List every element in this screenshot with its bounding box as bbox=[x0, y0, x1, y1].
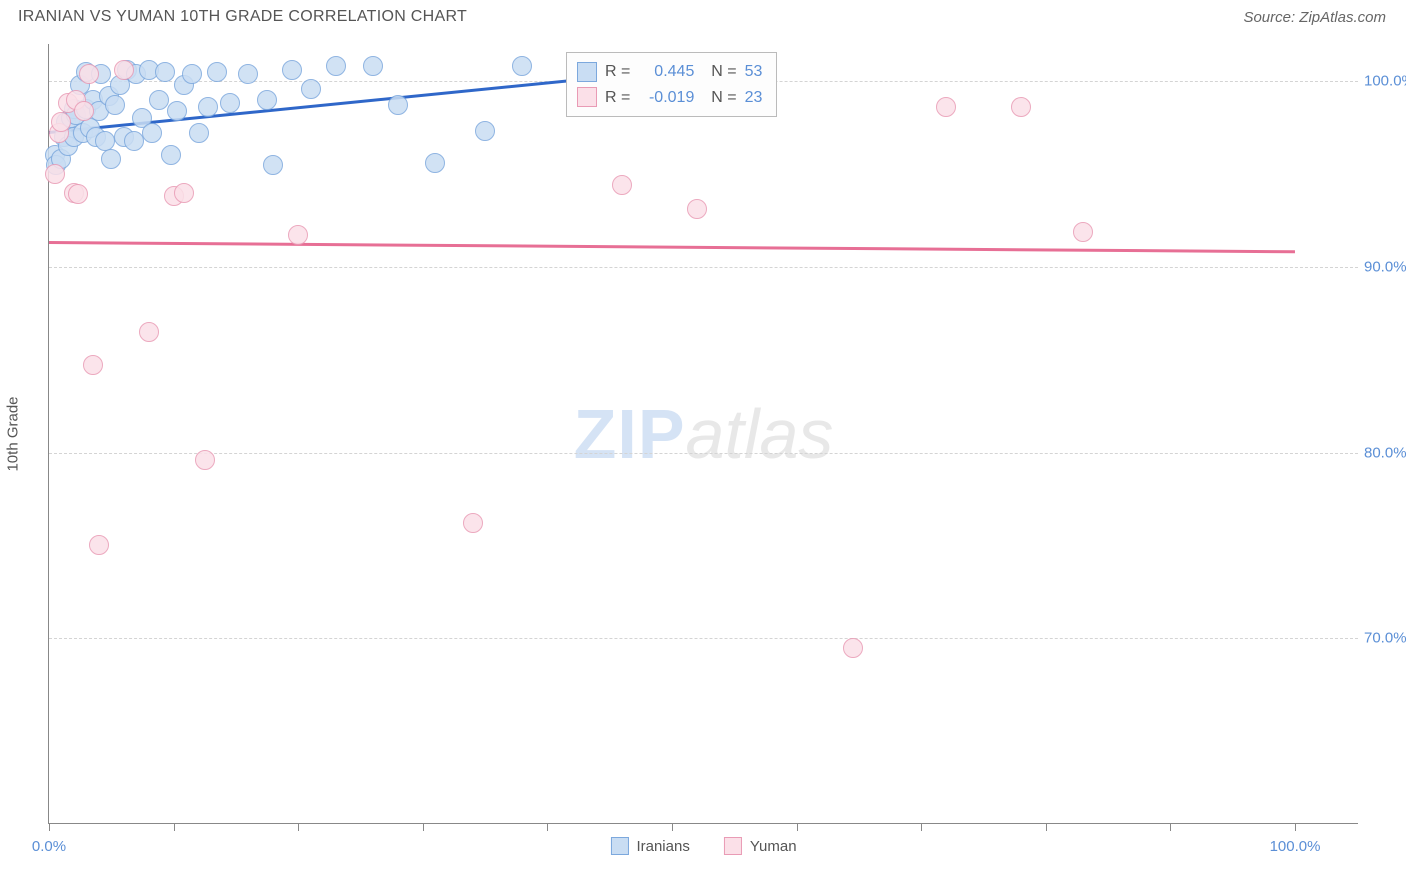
data-point-iranians bbox=[101, 149, 121, 169]
data-point-iranians bbox=[512, 56, 532, 76]
data-point-iranians bbox=[105, 95, 125, 115]
legend-n-value: 53 bbox=[745, 59, 763, 85]
data-point-iranians bbox=[301, 79, 321, 99]
legend-n-label: N = bbox=[702, 85, 736, 111]
y-tick-label: 100.0% bbox=[1364, 73, 1406, 90]
chart-source: Source: ZipAtlas.com bbox=[1243, 9, 1386, 26]
data-point-iranians bbox=[161, 145, 181, 165]
data-point-iranians bbox=[363, 56, 383, 76]
x-tick bbox=[174, 823, 175, 831]
x-tick bbox=[1295, 823, 1296, 831]
watermark-atlas: atlas bbox=[686, 395, 834, 473]
stats-legend-row: R = 0.445 N = 53 bbox=[577, 59, 762, 85]
stats-legend-row: R = -0.019 N = 23 bbox=[577, 85, 762, 111]
x-tick bbox=[423, 823, 424, 831]
gridline-h bbox=[49, 267, 1358, 268]
data-point-yuman bbox=[1073, 222, 1093, 242]
data-point-yuman bbox=[612, 175, 632, 195]
data-point-yuman bbox=[79, 64, 99, 84]
watermark: ZIPatlas bbox=[574, 394, 834, 474]
data-point-yuman bbox=[45, 164, 65, 184]
bottom-legend-item: Iranians bbox=[610, 837, 689, 855]
legend-n-label: N = bbox=[702, 59, 736, 85]
x-tick-label: 100.0% bbox=[1270, 838, 1321, 855]
data-point-iranians bbox=[189, 123, 209, 143]
data-point-yuman bbox=[687, 199, 707, 219]
correlation-chart: 10th Grade ZIPatlas 70.0%80.0%90.0%100.0… bbox=[48, 44, 1358, 824]
legend-r-label: R = bbox=[605, 85, 630, 111]
chart-header: IRANIAN VS YUMAN 10TH GRADE CORRELATION … bbox=[0, 0, 1406, 34]
y-axis-label: 10th Grade bbox=[5, 396, 22, 471]
bottom-legend-label: Yuman bbox=[750, 838, 797, 855]
data-point-yuman bbox=[288, 225, 308, 245]
data-point-iranians bbox=[282, 60, 302, 80]
bottom-legend-item: Yuman bbox=[724, 837, 797, 855]
legend-square-icon bbox=[724, 837, 742, 855]
data-point-iranians bbox=[238, 64, 258, 84]
data-point-iranians bbox=[182, 64, 202, 84]
data-point-iranians bbox=[263, 155, 283, 175]
data-point-iranians bbox=[207, 62, 227, 82]
data-point-yuman bbox=[68, 184, 88, 204]
legend-r-value: -0.019 bbox=[638, 85, 694, 111]
data-point-yuman bbox=[51, 112, 71, 132]
data-point-yuman bbox=[463, 513, 483, 533]
gridline-h bbox=[49, 453, 1358, 454]
y-tick-label: 90.0% bbox=[1364, 258, 1406, 275]
x-tick bbox=[1046, 823, 1047, 831]
data-point-iranians bbox=[475, 121, 495, 141]
legend-r-value: 0.445 bbox=[638, 59, 694, 85]
x-tick bbox=[797, 823, 798, 831]
data-point-iranians bbox=[95, 131, 115, 151]
data-point-yuman bbox=[936, 97, 956, 117]
watermark-zip: ZIP bbox=[574, 395, 686, 473]
data-point-yuman bbox=[83, 355, 103, 375]
stats-legend: R = 0.445 N = 53R = -0.019 N = 23 bbox=[566, 52, 777, 117]
bottom-legend: Iranians Yuman bbox=[610, 837, 796, 855]
x-tick-label: 0.0% bbox=[32, 838, 66, 855]
data-point-iranians bbox=[167, 101, 187, 121]
x-tick bbox=[1170, 823, 1171, 831]
legend-square-icon bbox=[577, 62, 597, 82]
data-point-iranians bbox=[388, 95, 408, 115]
y-tick-label: 70.0% bbox=[1364, 630, 1406, 647]
data-point-yuman bbox=[139, 322, 159, 342]
trend-line-yuman bbox=[49, 241, 1295, 253]
x-tick bbox=[298, 823, 299, 831]
data-point-yuman bbox=[195, 450, 215, 470]
data-point-yuman bbox=[89, 535, 109, 555]
data-point-iranians bbox=[155, 62, 175, 82]
data-point-yuman bbox=[174, 183, 194, 203]
x-tick bbox=[49, 823, 50, 831]
data-point-iranians bbox=[124, 131, 144, 151]
data-point-iranians bbox=[257, 90, 277, 110]
data-point-iranians bbox=[149, 90, 169, 110]
data-point-yuman bbox=[843, 638, 863, 658]
data-point-iranians bbox=[220, 93, 240, 113]
data-point-iranians bbox=[425, 153, 445, 173]
data-point-iranians bbox=[142, 123, 162, 143]
data-point-iranians bbox=[326, 56, 346, 76]
legend-n-value: 23 bbox=[745, 85, 763, 111]
bottom-legend-label: Iranians bbox=[636, 838, 689, 855]
chart-title: IRANIAN VS YUMAN 10TH GRADE CORRELATION … bbox=[18, 8, 467, 26]
legend-r-label: R = bbox=[605, 59, 630, 85]
y-tick-label: 80.0% bbox=[1364, 444, 1406, 461]
data-point-yuman bbox=[74, 101, 94, 121]
legend-square-icon bbox=[577, 87, 597, 107]
data-point-iranians bbox=[198, 97, 218, 117]
data-point-yuman bbox=[114, 60, 134, 80]
data-point-yuman bbox=[1011, 97, 1031, 117]
legend-square-icon bbox=[610, 837, 628, 855]
x-tick bbox=[672, 823, 673, 831]
gridline-h bbox=[49, 638, 1358, 639]
x-tick bbox=[921, 823, 922, 831]
x-tick bbox=[547, 823, 548, 831]
